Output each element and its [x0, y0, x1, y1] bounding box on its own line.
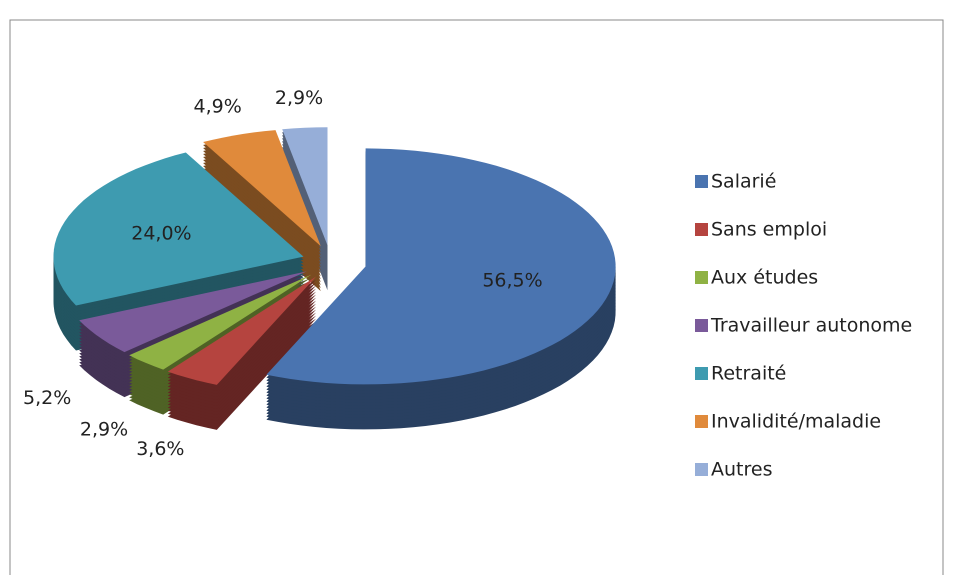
legend-label: Travailleur autonome [710, 315, 912, 337]
slice [53, 152, 304, 306]
slice [282, 127, 328, 246]
legend-label: Salarié [711, 171, 776, 193]
legend-swatch [695, 271, 708, 284]
slice [167, 276, 317, 385]
data-label: 2,9% [275, 87, 323, 109]
data-label: 4,9% [194, 95, 242, 117]
legend-label: Autres [711, 459, 772, 481]
slice [79, 271, 307, 353]
legend-label: Sans emploi [711, 219, 827, 241]
legend-label: Retraité [711, 363, 786, 385]
legend-swatch [695, 175, 708, 188]
data-label: 5,2% [23, 387, 71, 409]
legend-label: Invalidité/maladie [711, 411, 881, 433]
data-label: 56,5% [482, 269, 542, 291]
data-label: 2,9% [80, 418, 128, 440]
slice [203, 130, 321, 247]
legend-swatch [695, 463, 708, 476]
legend-swatch [695, 415, 708, 428]
slice [129, 274, 312, 370]
legend-swatch [695, 367, 708, 380]
legend-swatch [695, 223, 708, 236]
legend-swatch [695, 319, 708, 332]
legend-label: Aux études [711, 267, 818, 289]
data-label: 24,0% [131, 222, 191, 244]
data-label: 3,6% [136, 438, 184, 460]
chart-border [9, 19, 944, 575]
slice [266, 148, 616, 385]
